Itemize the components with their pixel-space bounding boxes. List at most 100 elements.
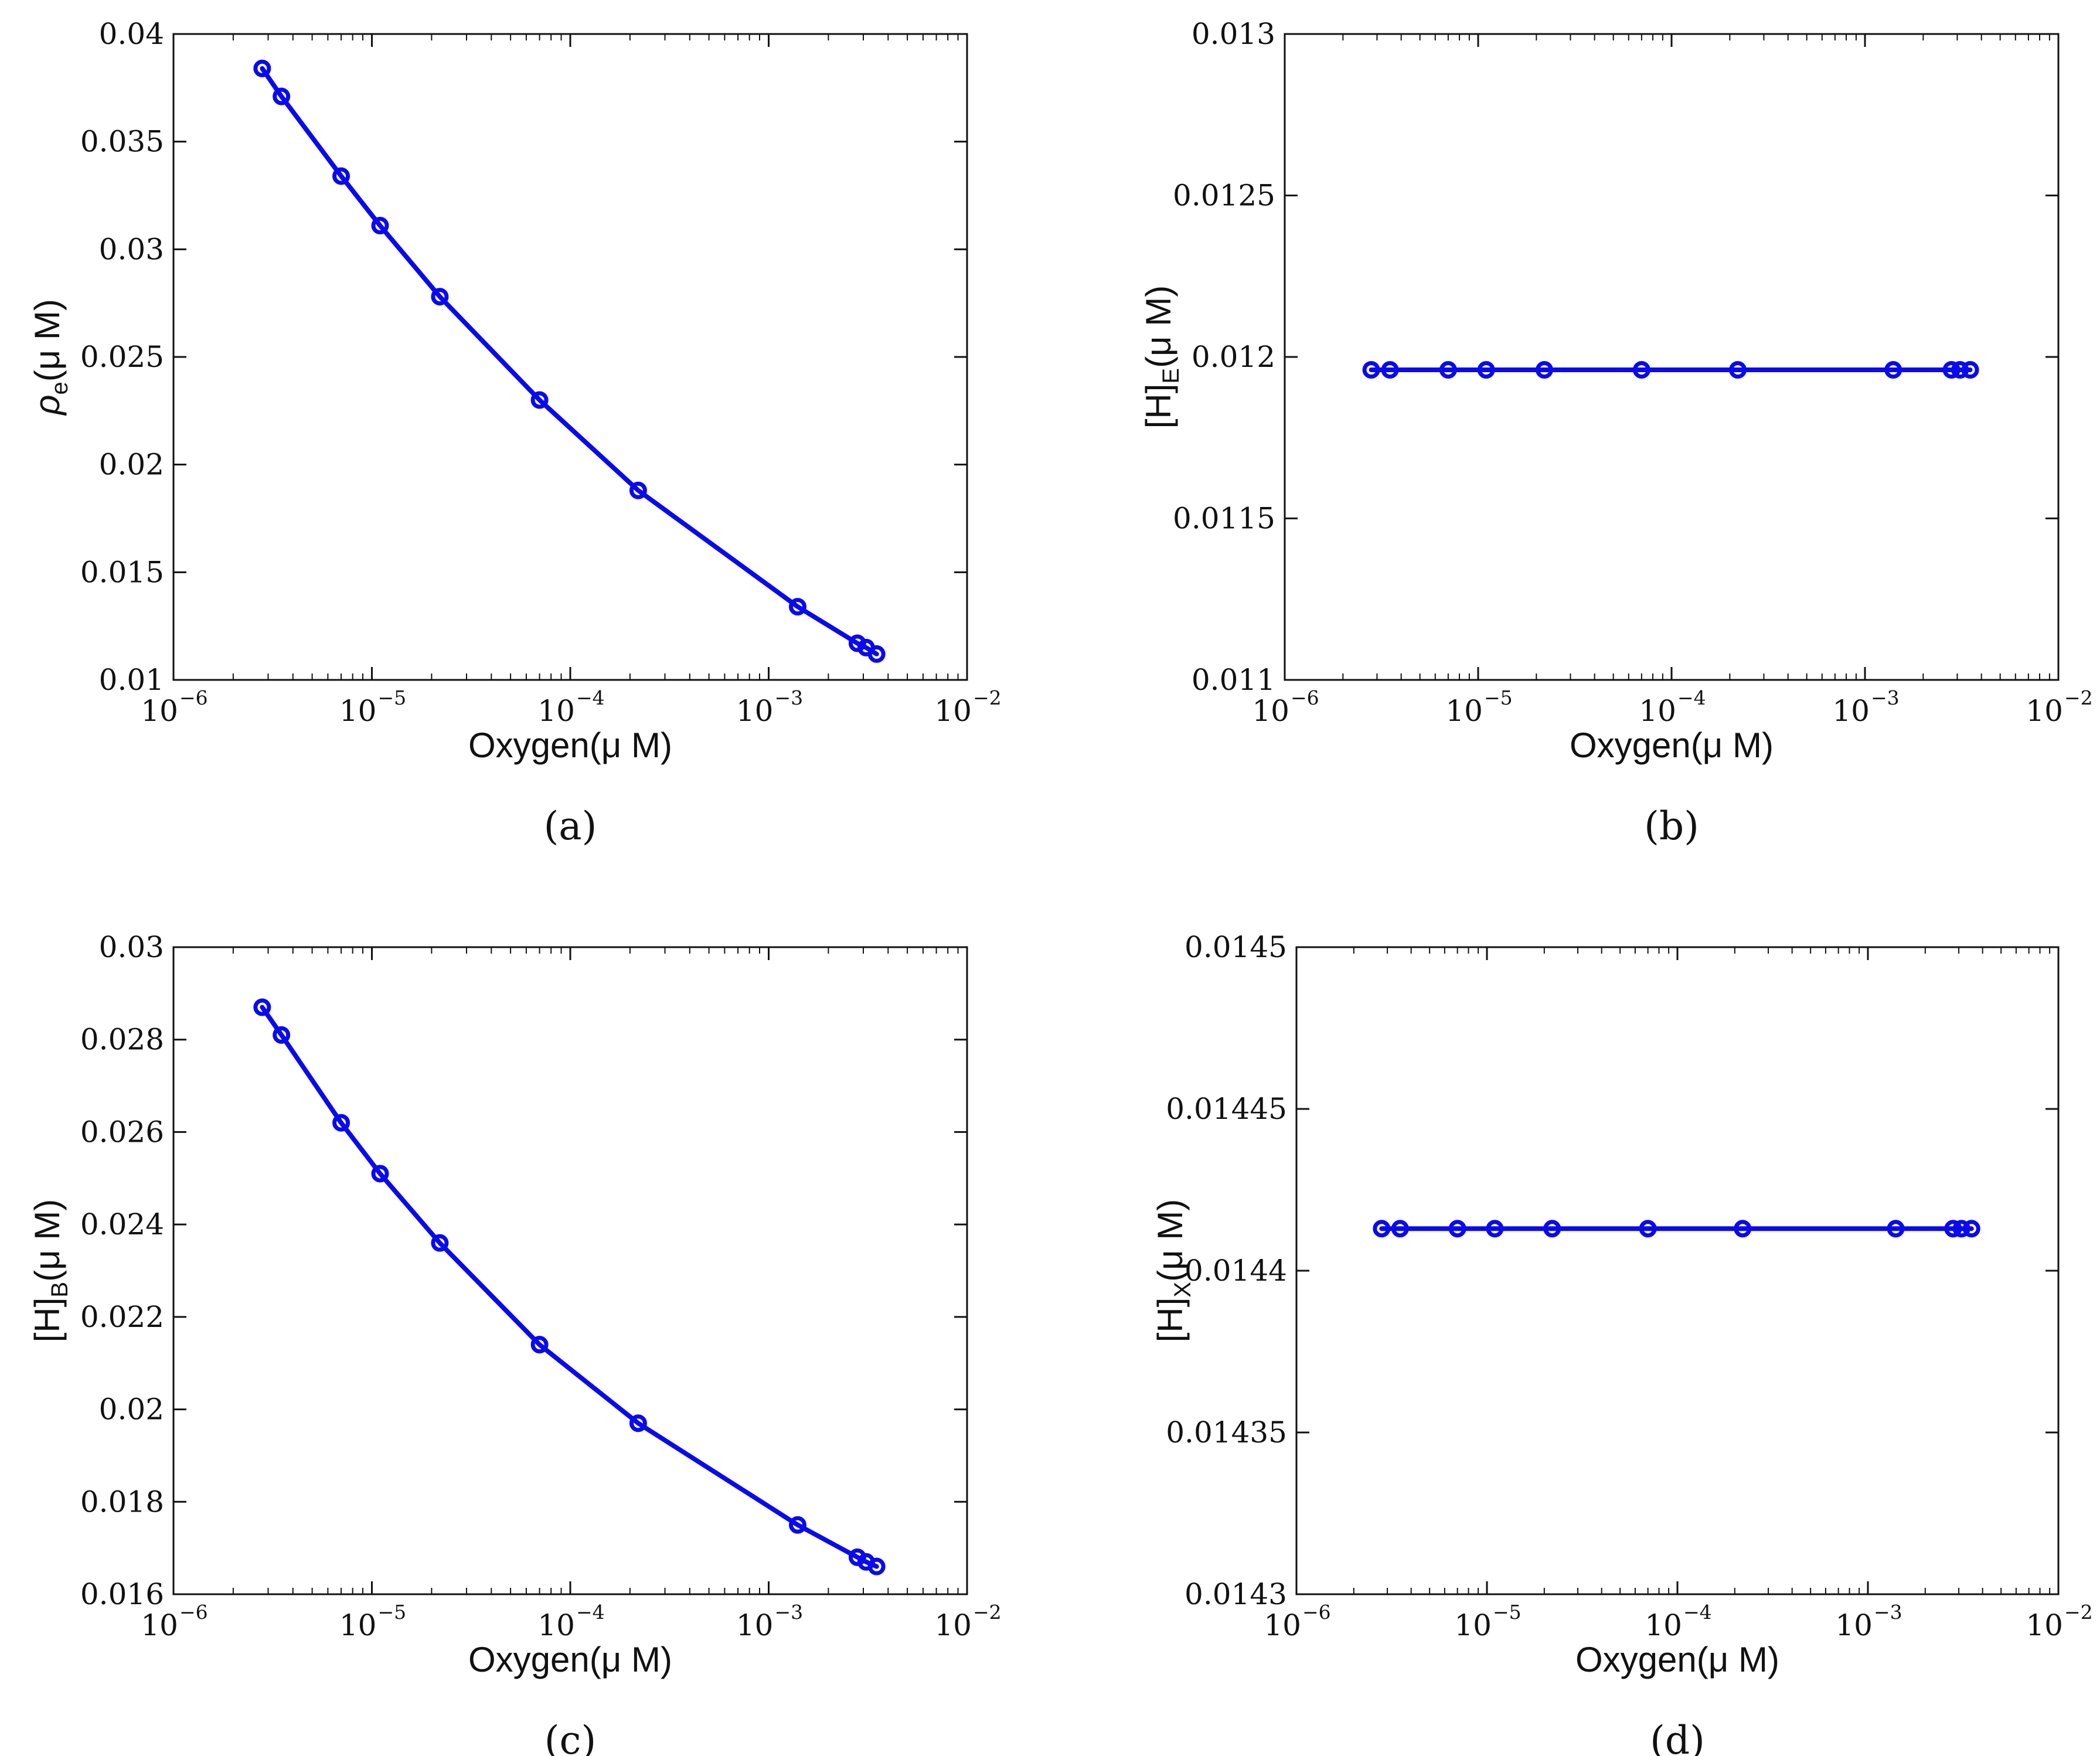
x-tick-label-base: 10 <box>1252 694 1289 728</box>
x-tick-label-base: 10 <box>1832 694 1870 728</box>
data-point <box>1632 361 1650 379</box>
y-axis-label-units: (μ M) <box>28 1199 67 1282</box>
data-point <box>1477 361 1495 379</box>
data-point <box>1952 1220 1970 1238</box>
x-tick-label: 10 −2 <box>934 1601 1001 1642</box>
x-axis-label: Oxygen(μ M) <box>468 726 672 765</box>
x-tick-label-exponent: −4 <box>1683 1601 1712 1624</box>
y-tick-label: 0.024 <box>80 1207 164 1241</box>
x-tick-label: 10 −3 <box>1832 686 1899 728</box>
y-tick-label: 0.0144 <box>1185 1254 1287 1288</box>
x-tick-label-base: 10 <box>141 1608 178 1642</box>
x-tick-label-base: 10 <box>537 694 575 728</box>
x-tick-label-base: 10 <box>736 1608 774 1642</box>
y-axis-label: [H]X(μ M) <box>1151 1199 1196 1343</box>
x-tick-label-base: 10 <box>1454 1608 1492 1642</box>
data-point <box>1373 1220 1391 1238</box>
data-point <box>1486 1220 1504 1238</box>
x-tick-label: 10 −4 <box>537 686 604 728</box>
axes-box <box>1295 946 2060 1595</box>
data-point <box>371 216 389 234</box>
data-point <box>431 1234 449 1252</box>
data-point <box>1448 1220 1466 1238</box>
y-axis-label-units: (μ M) <box>1151 1199 1190 1282</box>
x-tick-label-exponent: −4 <box>576 1601 605 1624</box>
x-tick-label-exponent: −4 <box>1677 686 1706 709</box>
data-point <box>867 645 886 663</box>
data-point <box>530 1336 549 1354</box>
y-tick-label: 0.011 <box>1192 663 1275 697</box>
axes-box <box>1284 33 2060 681</box>
x-tick-label: 10 −2 <box>934 686 1001 728</box>
x-tick-label-exponent: −3 <box>775 1601 804 1624</box>
x-tick-label-base: 10 <box>934 1608 972 1642</box>
x-tick-label-base: 10 <box>1639 694 1676 728</box>
x-tick-label-exponent: −3 <box>1871 686 1900 709</box>
x-tick-label-base: 10 <box>1445 694 1483 728</box>
x-tick-label-exponent: −5 <box>1484 686 1513 709</box>
x-tick-label-exponent: −2 <box>973 686 1002 709</box>
y-axis-label-subscript: e <box>47 382 73 394</box>
data-point <box>1391 1220 1409 1238</box>
data-point <box>1734 1220 1752 1238</box>
data-point <box>1439 361 1457 379</box>
data-point <box>788 1516 806 1534</box>
chart-panel-d: 10 −6 10 −5 10 −4 10 −3 10 −20.01430.014350.01440… <box>1151 930 2093 1756</box>
data-point <box>1962 1220 1980 1238</box>
data-point <box>1951 361 1969 379</box>
y-tick-label: 0.026 <box>80 1115 164 1149</box>
x-tick-label: 10 −6 <box>141 686 207 728</box>
data-point <box>431 288 449 306</box>
x-tick-label-exponent: −4 <box>576 686 605 709</box>
x-tick-label-base: 10 <box>736 694 774 728</box>
y-tick-label: 0.0115 <box>1173 502 1275 536</box>
data-point <box>1381 361 1399 379</box>
data-point <box>1543 1220 1561 1238</box>
data-point <box>629 1414 647 1432</box>
x-tick-label-base: 10 <box>934 694 972 728</box>
data-point <box>332 1114 350 1132</box>
x-tick-label-exponent: −6 <box>1291 686 1319 709</box>
y-axis-label-subscript: X <box>1170 1282 1196 1298</box>
x-tick-label: 10 −5 <box>339 1601 406 1642</box>
x-tick-label-base: 10 <box>339 1608 377 1642</box>
y-tick-label: 0.016 <box>80 1577 164 1611</box>
y-axis-label-subscript: B <box>47 1282 73 1298</box>
x-tick-label-base: 10 <box>339 694 377 728</box>
y-axis-label-main: [H] <box>1139 384 1178 429</box>
data-point <box>1362 361 1380 379</box>
y-axis-label-main: [H] <box>1151 1298 1190 1343</box>
y-tick-label: 0.03 <box>99 930 164 964</box>
y-tick-label: 0.015 <box>80 555 164 589</box>
data-point <box>253 59 271 77</box>
data-point <box>332 167 350 185</box>
series-line <box>260 66 879 656</box>
x-tick-label-base: 10 <box>141 694 178 728</box>
y-tick-label: 0.035 <box>80 125 164 159</box>
x-tick-label-base: 10 <box>1645 1608 1682 1642</box>
data-point <box>273 1026 291 1044</box>
x-tick-label-exponent: −5 <box>378 686 407 709</box>
y-tick-label: 0.0145 <box>1185 930 1287 964</box>
x-tick-label-base: 10 <box>2026 1608 2063 1642</box>
data-point <box>1535 361 1553 379</box>
x-tick-label: 10 −5 <box>1454 1601 1521 1642</box>
x-tick-label: 10 −2 <box>2026 686 2092 728</box>
data-point <box>788 598 806 616</box>
x-tick-label: 10 −3 <box>736 686 803 728</box>
data-point <box>1884 361 1902 379</box>
data-point <box>1961 361 1979 379</box>
y-axis-label-units: (μ M) <box>1139 285 1178 368</box>
y-axis-label-main: ρ <box>28 395 67 416</box>
x-tick-label-exponent: −3 <box>1874 1601 1902 1624</box>
data-point <box>1728 361 1747 379</box>
x-tick-label: 10 −5 <box>1445 686 1512 728</box>
x-tick-label-exponent: −5 <box>1493 1601 1522 1624</box>
y-tick-label: 0.01435 <box>1166 1415 1287 1449</box>
series-line <box>260 1005 879 1569</box>
x-tick-label-exponent: −6 <box>1302 1601 1331 1624</box>
x-tick-label: 10 −4 <box>537 1601 604 1642</box>
x-tick-label: 10 −3 <box>1835 1601 1902 1642</box>
data-point <box>1942 361 1961 379</box>
x-tick-label-exponent: −6 <box>179 1601 208 1624</box>
